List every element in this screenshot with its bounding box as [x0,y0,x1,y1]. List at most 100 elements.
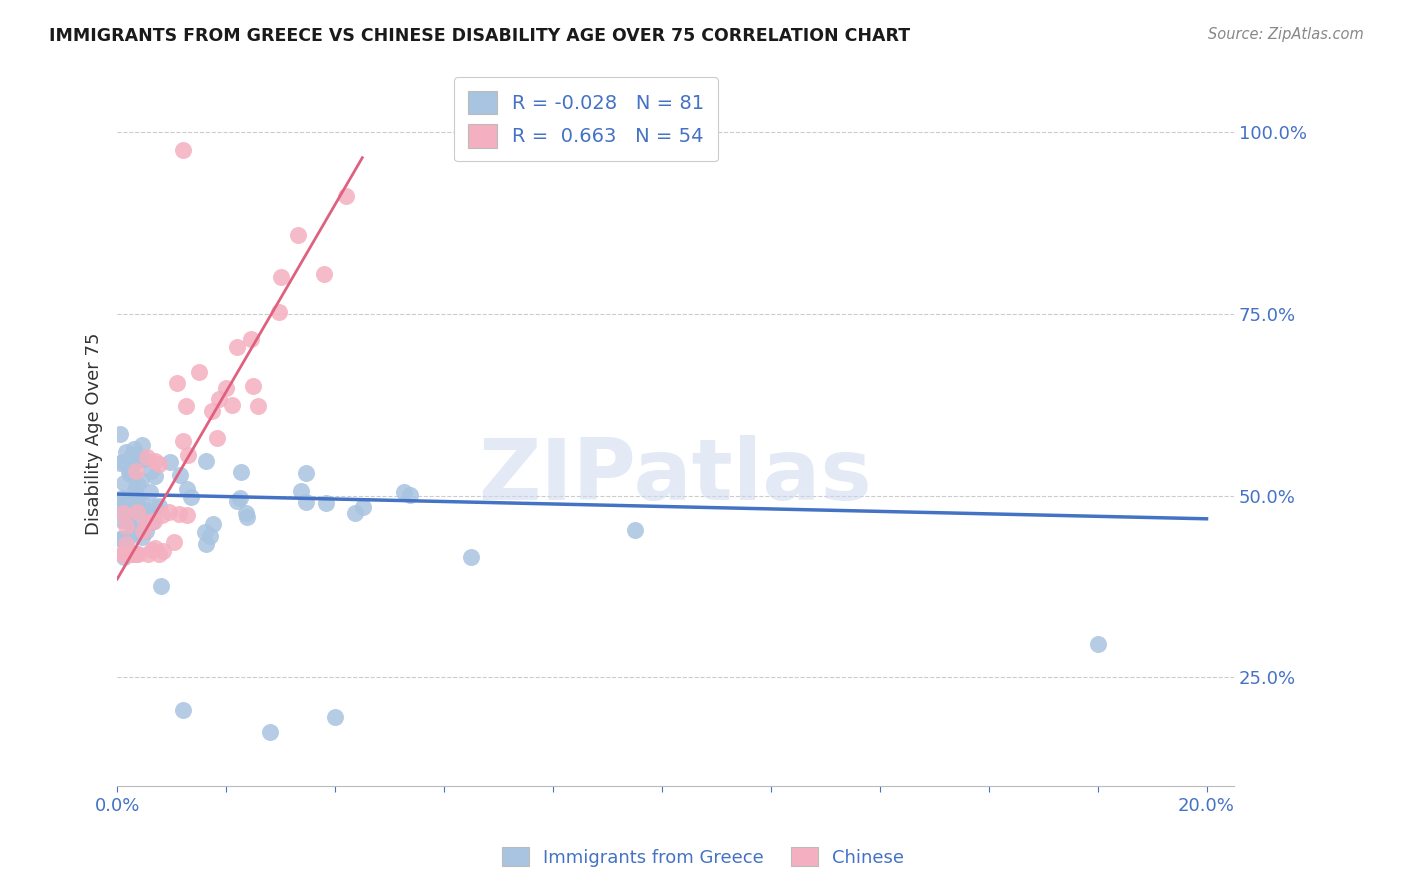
Legend: Immigrants from Greece, Chinese: Immigrants from Greece, Chinese [495,840,911,874]
Point [131,497,153,511]
Point [159,455,181,469]
Point [125,498,148,512]
Point [127,494,149,508]
Point [623,524,645,538]
Point [136,516,159,530]
Point [131,524,153,538]
Point [149,579,172,593]
Point [177,448,200,462]
Point [114,493,136,508]
Point [202,516,225,531]
Point [117,547,139,561]
Point [157,505,180,519]
Point [122,504,145,518]
Point [136,450,159,465]
Point [121,448,143,462]
Point [125,547,148,561]
Point [127,476,149,491]
Point [125,516,148,531]
Text: ZIPatlas: ZIPatlas [478,434,872,517]
Point [221,398,243,412]
Point [117,531,139,545]
Point [125,497,148,511]
Point [174,400,197,414]
Point [115,537,138,551]
Point [394,485,416,500]
Point [201,403,224,417]
Point [115,444,138,458]
Text: Source: ZipAtlas.com: Source: ZipAtlas.com [1208,27,1364,42]
Point [111,491,134,505]
Point [145,500,167,514]
Point [117,502,139,516]
Point [150,508,173,522]
Point [117,466,139,480]
Point [117,547,139,561]
Point [121,467,143,482]
Point [180,490,202,504]
Point [208,392,231,406]
Point [142,514,165,528]
Point [205,431,228,445]
Point [235,510,257,524]
Point [111,547,134,561]
Point [229,491,252,505]
Point [121,525,143,540]
Point [111,455,134,469]
Point [152,544,174,558]
Point [195,537,218,551]
Point [225,494,247,508]
Point [129,473,152,487]
Point [259,724,281,739]
Point [118,547,141,561]
Point [108,501,131,516]
Point [117,514,139,528]
Point [112,547,135,561]
Point [269,305,291,319]
Point [121,547,143,561]
Point [143,453,166,467]
Point [166,376,188,390]
Point [460,550,482,565]
Point [148,547,170,561]
Point [352,500,374,515]
Point [235,506,257,520]
Point [167,507,190,521]
Point [194,454,217,468]
Point [287,228,309,243]
Point [246,399,269,413]
Point [111,547,134,561]
Point [290,484,312,499]
Point [110,493,132,508]
Point [111,533,134,547]
Point [187,365,209,379]
Point [162,534,184,549]
Point [314,267,336,281]
Point [131,501,153,516]
Legend: R = -0.028   N = 81, R =  0.663   N = 54: R = -0.028 N = 81, R = 0.663 N = 54 [454,77,718,161]
Point [240,332,263,346]
Point [112,475,135,490]
Point [141,464,163,478]
Point [127,547,149,561]
Point [323,710,346,724]
Point [129,524,152,538]
Point [112,550,135,565]
Point [131,438,153,452]
Point [124,483,146,498]
Point [128,452,150,467]
Point [295,495,318,509]
Point [242,379,264,393]
Point [194,524,217,539]
Point [117,547,139,561]
Point [141,542,163,557]
Point [121,458,143,473]
Point [132,452,155,467]
Point [148,458,170,472]
Point [120,467,142,481]
Point [143,541,166,555]
Point [139,484,162,499]
Point [1087,638,1109,652]
Point [169,467,191,482]
Point [114,519,136,533]
